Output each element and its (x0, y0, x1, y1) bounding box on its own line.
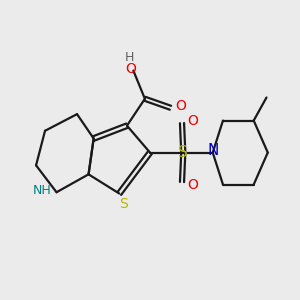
Text: O: O (125, 62, 136, 76)
Text: S: S (119, 197, 128, 211)
Text: S: S (178, 145, 188, 160)
Text: O: O (187, 114, 198, 128)
Text: O: O (175, 100, 186, 113)
Text: O: O (187, 178, 198, 192)
Text: NH: NH (33, 184, 52, 197)
Text: H: H (125, 51, 134, 64)
Text: N: N (207, 143, 218, 158)
